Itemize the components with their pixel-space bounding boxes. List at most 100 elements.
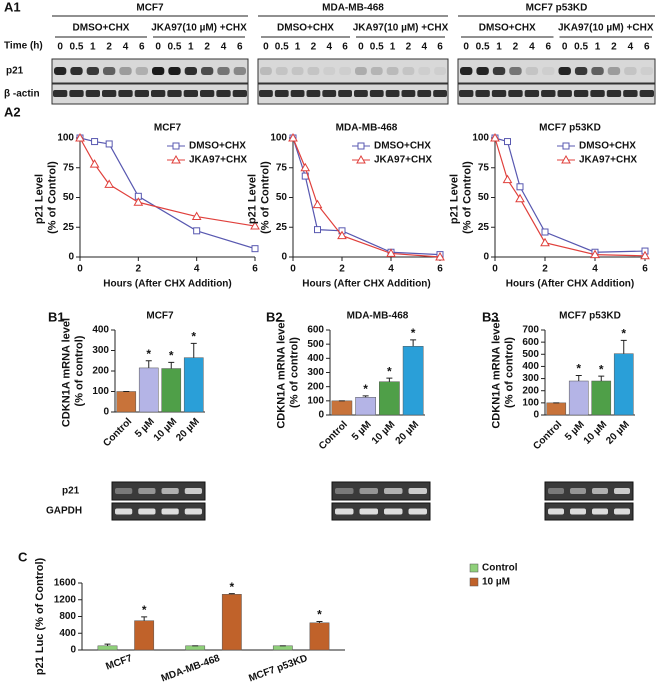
bar <box>97 645 118 651</box>
y-tick-label: 50 <box>63 192 75 203</box>
x-tick-label: 6 <box>437 264 443 275</box>
bar <box>134 620 155 651</box>
x-tick-label: 6 <box>642 264 648 275</box>
y-tick-label: 1600 <box>54 578 77 589</box>
band <box>354 90 368 97</box>
marker <box>435 251 445 261</box>
y-axis-label: p21 Level (% of Control) <box>448 161 473 234</box>
band <box>69 90 84 97</box>
blot-title: MCF7 p53KD <box>526 3 588 14</box>
gel-band <box>184 508 202 515</box>
band <box>183 90 198 97</box>
x-tick-label: 20 µM <box>174 416 202 444</box>
gel-band <box>592 488 608 494</box>
y-tick-label: 200 <box>307 381 324 392</box>
time-tick: 0 <box>562 42 568 53</box>
gel <box>331 481 431 501</box>
blot-title: MCF7 <box>136 3 164 14</box>
x-axis-label: Hours (After CHX Addition) <box>103 279 232 290</box>
band <box>274 90 289 97</box>
gel-band <box>335 488 354 494</box>
y-tick-label: 200 <box>92 366 109 377</box>
marker <box>89 159 100 168</box>
row-label: p21 <box>62 486 80 497</box>
chart-title: MDA-MB-468 <box>347 311 409 322</box>
bar <box>546 402 567 416</box>
y-tick-label: 100 <box>472 133 489 144</box>
y-axis-label: CDKN1A mRNA level (% of control) <box>275 316 300 428</box>
band <box>402 67 415 75</box>
band <box>459 90 474 97</box>
band <box>275 67 288 75</box>
y-tick-label: 0 <box>533 410 539 421</box>
y-tick-label: 0 <box>70 645 76 656</box>
band <box>417 90 432 97</box>
error-bar <box>104 643 111 646</box>
y-tick-label: 100 <box>522 397 539 408</box>
time-tick: 4 <box>529 42 535 53</box>
band <box>184 67 197 75</box>
error-bar <box>190 342 197 358</box>
gel-band <box>548 488 564 494</box>
x-tick-label: 2 <box>339 264 345 275</box>
blot <box>51 83 249 105</box>
time-tick: 4 <box>123 42 129 53</box>
band <box>307 67 320 75</box>
bar <box>161 368 182 413</box>
y-tick-label: 25 <box>478 222 490 233</box>
y-tick-label: 75 <box>276 162 288 173</box>
y-tick-label: 800 <box>59 611 76 622</box>
error-bar <box>362 395 369 398</box>
band <box>542 67 555 75</box>
y-axis-label: CDKN1A mRNA level (% of control) <box>490 316 515 428</box>
series-line <box>494 137 646 257</box>
band <box>573 90 589 97</box>
y-tick-label: 600 <box>522 337 539 348</box>
x-tick-label: 4 <box>388 264 394 275</box>
significance: * <box>146 347 151 361</box>
error-bar <box>410 339 417 347</box>
row-label: GAPDH <box>46 506 82 517</box>
panel-label: A1 <box>4 0 21 14</box>
chart-title: MCF7 p53KD <box>559 311 621 322</box>
marker <box>337 230 347 240</box>
chart-title: MDA-MB-468 <box>336 123 398 134</box>
band <box>306 90 321 97</box>
band <box>151 90 166 97</box>
time-tick: 0 <box>155 42 161 53</box>
marker <box>288 132 298 142</box>
band <box>541 90 556 97</box>
treatment-label: JKA97(10 µM) +CHX <box>353 23 449 34</box>
band <box>557 90 572 97</box>
band <box>290 90 305 97</box>
band <box>591 67 604 75</box>
row-label: p21 <box>6 66 24 77</box>
marker <box>356 154 366 164</box>
marker <box>502 174 513 184</box>
y-tick-label: 100 <box>92 386 109 397</box>
time-tick: 2 <box>311 42 317 53</box>
treatment-label: JKA97(10 µM) +CHX <box>151 23 247 34</box>
gel <box>331 502 431 521</box>
marker <box>386 248 396 257</box>
time-tick: 1 <box>390 42 396 53</box>
band <box>119 67 132 75</box>
time-tick: 6 <box>437 42 443 53</box>
x-tick-label: 20 µM <box>604 419 632 447</box>
bar <box>185 645 206 651</box>
bar <box>221 594 242 651</box>
panel-label: A2 <box>4 104 21 119</box>
band <box>102 90 117 97</box>
significance: * <box>576 362 581 376</box>
x-tick-label: 6 <box>252 264 258 275</box>
time-tick: 0.5 <box>370 42 384 53</box>
marker <box>172 142 180 150</box>
band <box>200 90 215 97</box>
marker <box>91 138 99 146</box>
error-bar <box>316 621 323 623</box>
x-tick-label: MDA-MB-468 <box>160 653 222 682</box>
gel-band <box>115 488 133 494</box>
legend-swatch <box>469 577 479 587</box>
time-label: Time (h) <box>4 41 43 52</box>
